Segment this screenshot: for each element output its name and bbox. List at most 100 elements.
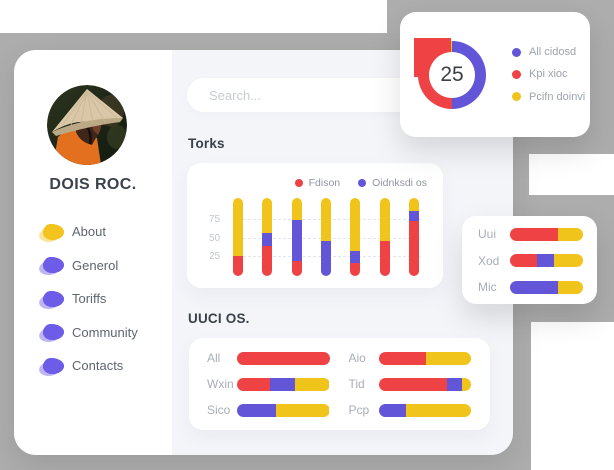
legend-dot-icon — [512, 69, 521, 79]
legend-dot-icon — [294, 179, 303, 187]
sidebar-menu: About Generol Toriffs Community Contacts — [14, 215, 172, 383]
bar-segment — [510, 280, 559, 294]
stat-bar — [237, 351, 330, 365]
stat-bar — [510, 227, 583, 241]
stat-bar — [510, 254, 583, 267]
legend-dot-icon — [358, 179, 367, 187]
sidebar-item-label: Generol — [72, 257, 119, 273]
stat-bar — [237, 403, 330, 417]
donut-stat-card: 25 All cidosd Kpi xioc Pcifn doinvi — [400, 12, 590, 137]
donut-legend: All cidosd Kpi xioc Pcifn doinvi — [512, 41, 585, 108]
stat-bar-label: Wxin — [207, 377, 234, 391]
bar-segment — [378, 351, 426, 365]
stat-bar-label: Aio — [348, 351, 366, 365]
y-tick-label: 50 — [209, 232, 221, 244]
bar-segment — [320, 241, 331, 276]
bar-segment — [233, 255, 243, 276]
bar-segment — [295, 377, 330, 391]
dashboard-card: DOIS ROC. About Generol Toriffs Community Co… — [14, 50, 513, 455]
bar-segment — [379, 241, 390, 276]
sidebar-item-label: Toriffs — [72, 291, 107, 307]
donut-value: 25 — [440, 62, 464, 86]
bar-segment — [262, 245, 273, 276]
sidebar-item-label: About — [72, 224, 106, 240]
bar-segment — [262, 232, 273, 246]
bar-segment — [378, 377, 447, 391]
bar-segment — [233, 198, 243, 256]
y-tick-label: 25 — [209, 251, 221, 263]
sidebar-item-generol[interactable]: Generol — [14, 249, 172, 283]
torks-bar — [233, 198, 243, 276]
stat-bar-row: Tid — [349, 377, 472, 391]
stat-bar-label: Mic — [478, 280, 497, 294]
blob-icon — [43, 257, 64, 274]
stat-bar-label: Xod — [478, 253, 500, 268]
donut-center: 25 — [429, 51, 475, 98]
stat-bar-row: Xod — [478, 254, 583, 268]
donut-legend-item: Kpi xioc — [512, 63, 585, 85]
bar-segment — [425, 351, 471, 365]
stat-bar — [378, 403, 471, 417]
sidebar: DOIS ROC. About Generol Toriffs Community Co… — [14, 50, 172, 455]
legend-item: Fdison — [294, 177, 340, 189]
torks-bar — [320, 198, 331, 276]
y-tick-label: 75 — [209, 214, 221, 226]
bar-segment — [350, 198, 361, 251]
stat-bar-label: Pcp — [348, 403, 370, 417]
avatar — [47, 85, 127, 165]
bar-segment — [378, 403, 407, 417]
stat-bar-row: Sico — [207, 403, 330, 417]
bar-segment — [320, 198, 331, 242]
donut-chart: 25 — [414, 37, 486, 109]
sidebar-item-toriffs[interactable]: Toriffs — [14, 282, 172, 316]
profile-name: DOIS ROC. — [49, 176, 137, 193]
donut-legend-item: Pcifn doinvi — [512, 86, 585, 108]
bar-segment — [510, 254, 537, 267]
avatar-photo-illustration — [47, 85, 127, 165]
blob-icon — [43, 357, 64, 374]
torks-chart-card: Fdison Oidnksdi os 25 50 75 — [187, 163, 443, 288]
bar-segment — [461, 377, 471, 391]
backdrop-notch — [531, 322, 614, 470]
torks-bar — [350, 198, 361, 276]
stat-bar — [378, 351, 472, 365]
bar-segment — [446, 377, 462, 391]
bar-segment — [537, 254, 554, 267]
stat-bar-row: Uui — [478, 227, 583, 241]
legend-item: Oidnksdi os — [358, 177, 427, 189]
bar-segment — [291, 198, 302, 220]
stat-bar — [510, 280, 583, 294]
bar-segment — [237, 377, 271, 391]
donut-legend-label: Pcifn doinvi — [529, 90, 586, 103]
torks-plot: 25 50 75 — [209, 198, 421, 276]
bar-segment — [408, 210, 419, 222]
stat-bar-label: Tid — [348, 377, 365, 391]
legend-label: Oidnksdi os — [372, 177, 427, 189]
stat-bar-row: All — [207, 351, 330, 365]
torks-legend: Fdison Oidnksdi os — [203, 177, 427, 189]
bar-segment — [275, 403, 330, 417]
sidebar-item-label: Community — [72, 324, 138, 340]
torks-bar — [408, 198, 419, 276]
bar-segment — [262, 198, 273, 233]
stat-bar — [378, 377, 472, 391]
stat-bar — [237, 377, 330, 391]
bar-segment — [350, 262, 361, 276]
bar-segment — [270, 377, 296, 391]
blob-icon — [43, 290, 64, 307]
bar-segment — [291, 219, 302, 262]
sidebar-item-community[interactable]: Community — [14, 316, 172, 350]
bar-segment — [379, 198, 390, 242]
stat-bar-label: Uui — [478, 227, 497, 241]
sidebar-item-contacts[interactable]: Contacts — [14, 349, 172, 383]
blob-icon — [43, 223, 64, 240]
bar-segment — [510, 227, 559, 241]
legend-dot-icon — [512, 47, 521, 57]
stat-bar-row: Mic — [478, 280, 583, 294]
bar-segment — [408, 198, 419, 211]
bar-segment — [558, 227, 583, 241]
search-input[interactable] — [187, 78, 437, 112]
donut-legend-label: Kpi xioc — [529, 68, 568, 81]
sidebar-item-about[interactable]: About — [14, 215, 172, 249]
